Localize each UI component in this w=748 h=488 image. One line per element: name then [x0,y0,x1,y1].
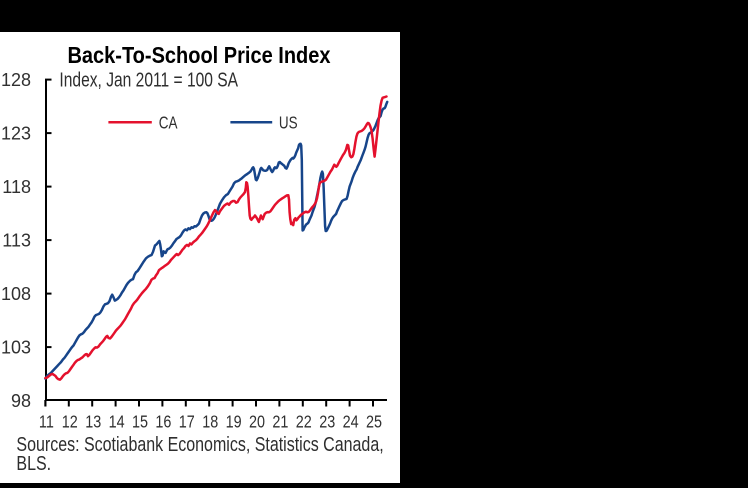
svg-text:16: 16 [155,412,171,432]
svg-text:Index, Jan 2011 = 100 SA: Index, Jan 2011 = 100 SA [59,69,238,91]
svg-text:22: 22 [296,412,312,432]
svg-text:118: 118 [2,177,31,197]
svg-text:BLS.: BLS. [16,452,51,474]
svg-text:128: 128 [1,70,31,90]
svg-text:103: 103 [1,337,31,357]
svg-text:25: 25 [366,412,382,432]
svg-text:23: 23 [319,412,335,432]
svg-text:US: US [279,114,298,133]
svg-text:123: 123 [1,123,31,143]
svg-text:12: 12 [62,412,78,432]
svg-text:13: 13 [85,412,101,432]
svg-text:98: 98 [11,391,31,411]
svg-text:Back-To-School Price Index: Back-To-School Price Index [67,42,330,69]
svg-text:19: 19 [226,412,242,432]
svg-text:113: 113 [2,230,31,250]
svg-text:24: 24 [343,412,359,432]
svg-text:21: 21 [272,412,288,432]
svg-text:20: 20 [249,412,265,432]
svg-text:15: 15 [132,412,148,432]
svg-text:14: 14 [109,412,125,432]
svg-text:CA: CA [159,114,178,133]
svg-text:17: 17 [179,412,195,432]
svg-text:Sources: Scotiabank Economics,: Sources: Scotiabank Economics, Statistic… [16,433,383,455]
svg-text:11: 11 [39,412,54,432]
svg-text:108: 108 [1,284,31,304]
svg-text:18: 18 [202,412,218,432]
